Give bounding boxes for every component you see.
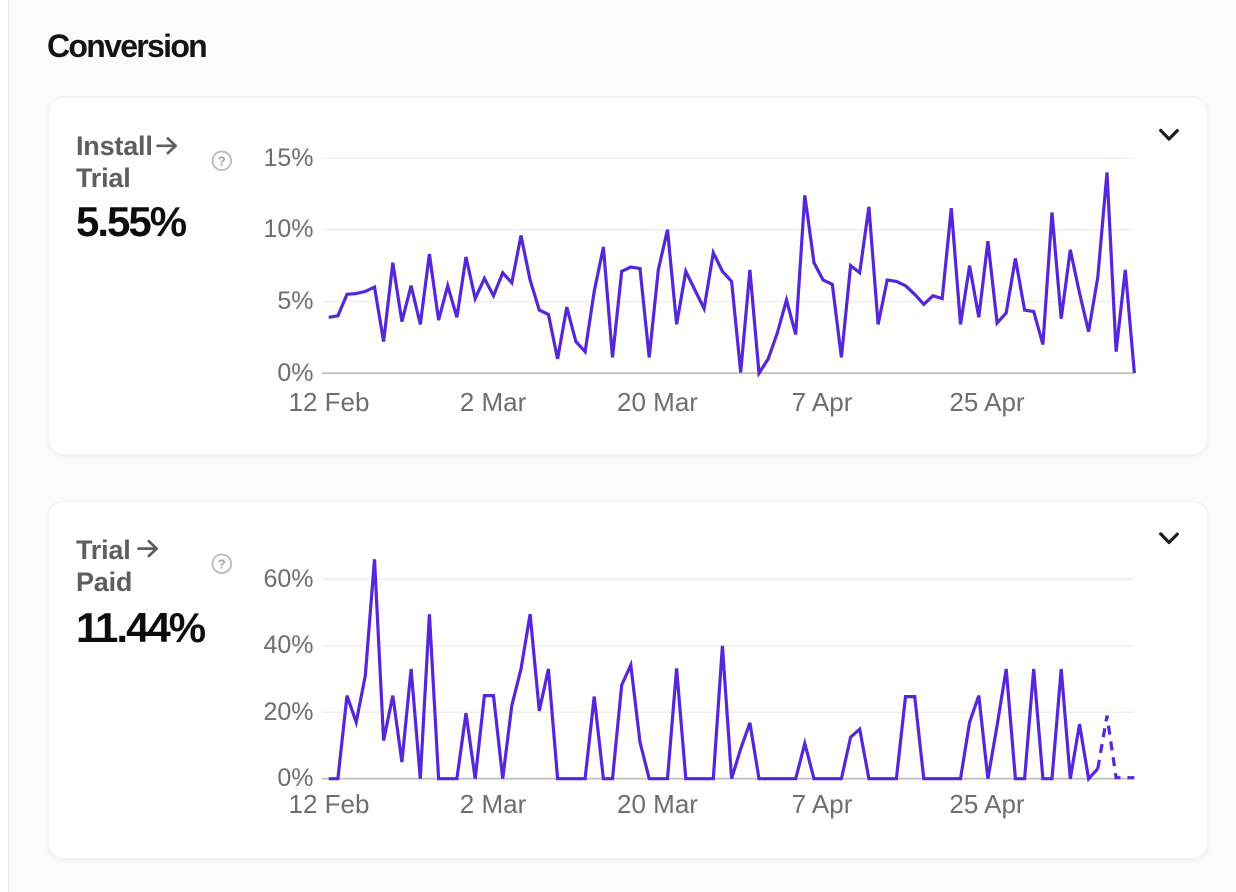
svg-text:?: ? xyxy=(218,154,226,169)
svg-text:?: ? xyxy=(218,557,226,572)
